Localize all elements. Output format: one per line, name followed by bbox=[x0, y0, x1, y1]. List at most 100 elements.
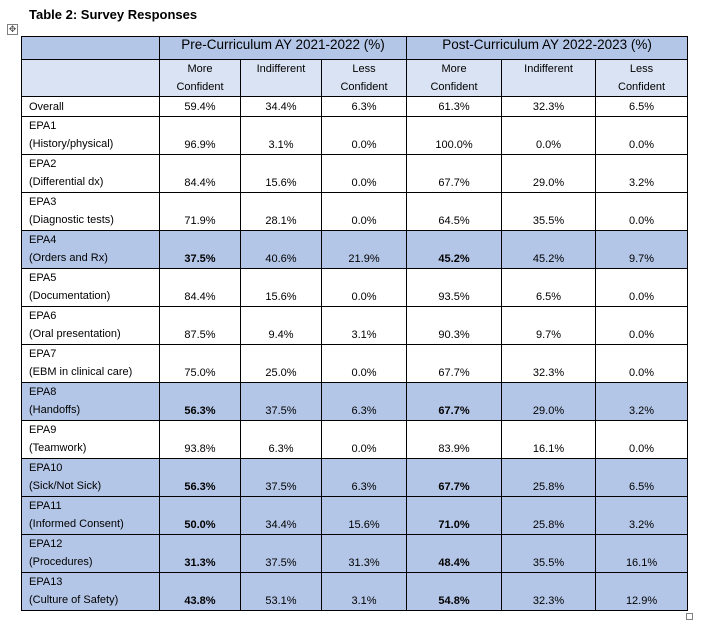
value-cell: 29.0% bbox=[501, 154, 597, 193]
value-cell: 3.1% bbox=[320, 572, 408, 611]
value-cell: 37.5% bbox=[159, 230, 241, 269]
value-text: 71.9% bbox=[184, 215, 216, 227]
value-text: 54.8% bbox=[438, 595, 470, 607]
table-move-handle-icon[interactable]: ✥ bbox=[7, 24, 18, 35]
value-text: 53.1% bbox=[265, 595, 297, 607]
value-text: 31.3% bbox=[184, 557, 216, 569]
value-cell: 50.0% bbox=[159, 496, 241, 535]
value-text: 83.9% bbox=[438, 443, 470, 455]
response-column-header: Less Confident bbox=[320, 59, 408, 97]
value-cell: 35.5% bbox=[501, 534, 597, 573]
value-text: 0.0% bbox=[629, 291, 655, 303]
row-label-description: (Sick/Not Sick) bbox=[29, 480, 102, 492]
value-text: 28.1% bbox=[265, 215, 297, 227]
row-label: EPA3 bbox=[29, 196, 57, 208]
row-label-cell: EPA5 (Documentation) bbox=[21, 268, 160, 307]
value-cell: 6.3% bbox=[320, 96, 408, 117]
value-text: 61.3% bbox=[438, 100, 470, 113]
value-text: 6.3% bbox=[351, 405, 377, 417]
value-cell: 6.3% bbox=[320, 382, 408, 421]
response-column-header: Indifferent bbox=[240, 59, 322, 97]
value-cell: 3.1% bbox=[320, 306, 408, 345]
value-cell: 35.5% bbox=[501, 192, 597, 231]
table-row: EPA5 (Documentation) 84.4% 15.6% 0.0% 93.5% 6.… bbox=[21, 268, 689, 307]
row-label-description: (Orders and Rx) bbox=[29, 252, 108, 264]
value-cell: 31.3% bbox=[159, 534, 241, 573]
value-text: 43.8% bbox=[184, 595, 216, 607]
row-label: EPA2 bbox=[29, 158, 57, 170]
survey-responses-table: Pre-Curriculum AY 2021-2022 (%) Post-Cur… bbox=[21, 36, 689, 611]
row-label: EPA11 bbox=[29, 500, 62, 512]
row-label: EPA10 bbox=[29, 462, 63, 474]
value-text: 31.3% bbox=[348, 557, 380, 569]
row-label-description: (Teamwork) bbox=[29, 442, 87, 454]
value-cell: 0.0% bbox=[595, 268, 689, 307]
value-cell: 0.0% bbox=[320, 116, 408, 155]
value-cell: 93.5% bbox=[406, 268, 503, 307]
value-text: 3.1% bbox=[268, 139, 294, 151]
value-text: 45.2% bbox=[438, 253, 470, 265]
row-label: EPA4 bbox=[29, 234, 57, 246]
value-cell: 48.4% bbox=[406, 534, 503, 573]
response-column-header: Indifferent bbox=[501, 59, 597, 97]
value-cell: 0.0% bbox=[320, 192, 408, 231]
value-text: 0.0% bbox=[351, 139, 377, 151]
table-resize-handle[interactable] bbox=[686, 613, 693, 620]
value-text: 71.0% bbox=[438, 519, 470, 531]
value-cell: 45.2% bbox=[406, 230, 503, 269]
header-row-periods: Pre-Curriculum AY 2021-2022 (%) Post-Cur… bbox=[21, 36, 689, 60]
value-text: 9.7% bbox=[535, 329, 562, 341]
value-text: 3.1% bbox=[351, 595, 377, 607]
value-cell: 21.9% bbox=[320, 230, 408, 269]
value-text: 37.5% bbox=[265, 557, 297, 569]
value-cell: 29.0% bbox=[501, 382, 597, 421]
value-cell: 16.1% bbox=[501, 420, 597, 459]
row-label-description: (Diagnostic tests) bbox=[29, 214, 114, 226]
value-cell: 0.0% bbox=[595, 192, 689, 231]
response-column-header-line: More bbox=[441, 63, 467, 75]
value-cell: 32.3% bbox=[501, 344, 597, 383]
value-cell: 87.5% bbox=[159, 306, 241, 345]
value-cell: 12.9% bbox=[595, 572, 689, 611]
table-caption: Table 2: Survey Responses bbox=[29, 7, 198, 22]
value-cell: 3.2% bbox=[595, 382, 689, 421]
value-cell: 34.4% bbox=[240, 96, 322, 117]
value-text: 32.3% bbox=[532, 595, 565, 607]
value-text: 0.0% bbox=[629, 139, 655, 151]
value-cell: 6.5% bbox=[595, 458, 689, 497]
value-cell: 56.3% bbox=[159, 382, 241, 421]
value-text: 59.4% bbox=[184, 100, 216, 113]
value-cell: 67.7% bbox=[406, 458, 503, 497]
value-cell: 96.9% bbox=[159, 116, 241, 155]
table-row: EPA6 (Oral presentation) 87.5% 9.4% 3.1% 90.3… bbox=[21, 306, 689, 345]
response-column-header: Less Confident bbox=[595, 59, 689, 97]
row-label: EPA13 bbox=[29, 576, 63, 588]
value-cell: 67.7% bbox=[406, 154, 503, 193]
header-row-responses: More Confident Indifferent Less Confident Mor… bbox=[21, 59, 689, 97]
table-row: EPA2 (Differential dx) 84.4% 15.6% 0.0% 67.7%… bbox=[21, 154, 689, 193]
table-row: EPA7 (EBM in clinical care) 75.0% 25.0% 0.0%… bbox=[21, 344, 689, 383]
response-column-header-line: Confident bbox=[340, 81, 388, 93]
value-cell: 0.0% bbox=[320, 154, 408, 193]
value-cell: 45.2% bbox=[501, 230, 597, 269]
value-text: 56.3% bbox=[184, 405, 216, 417]
row-label-description: (EBM in clinical care) bbox=[29, 366, 133, 378]
value-text: 67.7% bbox=[438, 481, 470, 493]
value-text: 32.3% bbox=[532, 367, 565, 379]
response-column-header-line: More bbox=[187, 63, 213, 75]
value-text: 15.6% bbox=[348, 519, 380, 531]
post-curriculum-header: Post-Curriculum AY 2022-2023 (%) bbox=[406, 36, 689, 60]
value-text: 56.3% bbox=[184, 481, 216, 493]
value-cell: 56.3% bbox=[159, 458, 241, 497]
value-text: 15.6% bbox=[265, 291, 297, 303]
value-text: 32.3% bbox=[532, 100, 565, 113]
value-cell: 0.0% bbox=[320, 344, 408, 383]
value-cell: 3.2% bbox=[595, 154, 689, 193]
value-cell: 6.3% bbox=[320, 458, 408, 497]
row-label-cell: EPA8 (Handoffs) bbox=[21, 382, 160, 421]
value-text: 34.4% bbox=[265, 519, 297, 531]
value-text: 6.3% bbox=[351, 100, 377, 113]
value-cell: 25.8% bbox=[501, 496, 597, 535]
row-label: EPA8 bbox=[29, 386, 57, 398]
value-cell: 71.0% bbox=[406, 496, 503, 535]
